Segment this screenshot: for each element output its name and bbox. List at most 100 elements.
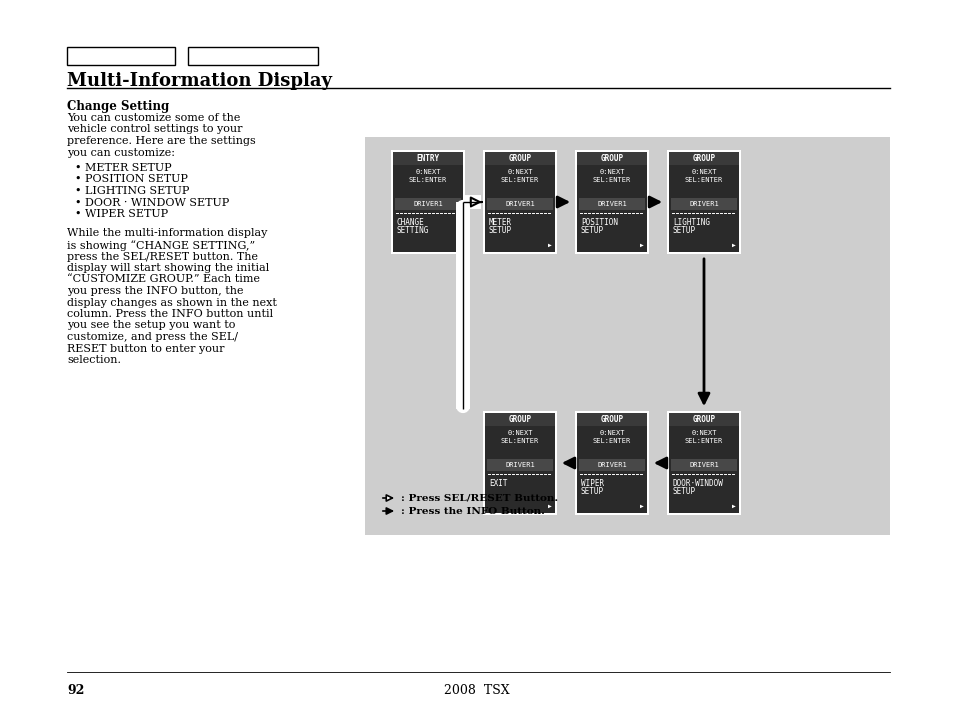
Text: DRIVER1: DRIVER1 [504, 201, 535, 207]
Text: SEL:ENTER: SEL:ENTER [592, 177, 631, 183]
Text: ▶: ▶ [456, 243, 459, 248]
Text: • WIPER SETUP: • WIPER SETUP [75, 209, 168, 219]
FancyBboxPatch shape [666, 411, 740, 515]
Text: selection.: selection. [67, 355, 121, 365]
Text: While the multi-information display: While the multi-information display [67, 229, 267, 239]
Text: You can customize some of the: You can customize some of the [67, 113, 240, 123]
Text: Θ:NEXT: Θ:NEXT [598, 430, 624, 436]
Text: ▶: ▶ [731, 243, 735, 248]
FancyBboxPatch shape [188, 47, 317, 65]
Text: Θ:NEXT: Θ:NEXT [507, 430, 532, 436]
Text: you can customize:: you can customize: [67, 148, 174, 158]
FancyBboxPatch shape [668, 413, 739, 426]
Text: • POSITION SETUP: • POSITION SETUP [75, 175, 188, 185]
Text: preference. Here are the settings: preference. Here are the settings [67, 136, 255, 146]
Text: Multi-Information Display: Multi-Information Display [67, 72, 332, 90]
Text: you see the setup you want to: you see the setup you want to [67, 320, 235, 330]
FancyBboxPatch shape [577, 413, 646, 426]
Text: ▶: ▶ [548, 243, 551, 248]
FancyBboxPatch shape [484, 152, 555, 252]
Text: display will start showing the initial: display will start showing the initial [67, 263, 269, 273]
FancyBboxPatch shape [393, 152, 462, 252]
Text: GROUP: GROUP [599, 154, 623, 163]
Text: Θ:NEXT: Θ:NEXT [507, 169, 532, 175]
Text: DRIVER1: DRIVER1 [504, 462, 535, 468]
Text: you press the INFO button, the: you press the INFO button, the [67, 286, 243, 296]
Text: column. Press the INFO button until: column. Press the INFO button until [67, 309, 273, 319]
Text: ▶: ▶ [731, 504, 735, 509]
Text: GROUP: GROUP [508, 415, 531, 424]
Text: Θ:NEXT: Θ:NEXT [415, 169, 440, 175]
FancyBboxPatch shape [484, 413, 555, 513]
FancyBboxPatch shape [484, 152, 555, 165]
Text: 92: 92 [67, 684, 84, 697]
Text: GROUP: GROUP [508, 154, 531, 163]
FancyBboxPatch shape [668, 152, 739, 165]
Text: 2008  TSX: 2008 TSX [444, 684, 509, 697]
Text: Θ:NEXT: Θ:NEXT [598, 169, 624, 175]
Text: GROUP: GROUP [692, 415, 715, 424]
Text: SETUP: SETUP [672, 487, 696, 496]
Text: GROUP: GROUP [599, 415, 623, 424]
FancyBboxPatch shape [482, 150, 557, 254]
Text: DRIVER1: DRIVER1 [413, 201, 442, 207]
Text: CHANGE: CHANGE [396, 218, 424, 227]
Text: : Press the INFO Button.: : Press the INFO Button. [400, 506, 544, 515]
FancyBboxPatch shape [575, 150, 648, 254]
FancyBboxPatch shape [670, 198, 737, 210]
Text: DRIVER1: DRIVER1 [597, 201, 626, 207]
Text: is showing “CHANGE SETTING,”: is showing “CHANGE SETTING,” [67, 240, 254, 251]
Text: SEL:ENTER: SEL:ENTER [684, 438, 722, 444]
Text: DRIVER1: DRIVER1 [688, 201, 719, 207]
Text: Θ:NEXT: Θ:NEXT [691, 169, 716, 175]
FancyBboxPatch shape [578, 459, 644, 471]
Text: METER: METER [489, 218, 512, 227]
FancyBboxPatch shape [666, 150, 740, 254]
Text: ENTRY: ENTRY [416, 154, 439, 163]
FancyBboxPatch shape [391, 150, 464, 254]
FancyBboxPatch shape [578, 198, 644, 210]
FancyBboxPatch shape [67, 47, 174, 65]
Text: ▶: ▶ [639, 504, 643, 509]
Text: ▶: ▶ [548, 504, 551, 509]
Text: SEL:ENTER: SEL:ENTER [500, 177, 538, 183]
FancyBboxPatch shape [486, 459, 553, 471]
Text: • LIGHTING SETUP: • LIGHTING SETUP [75, 186, 190, 196]
Text: DRIVER1: DRIVER1 [597, 462, 626, 468]
Text: WIPER: WIPER [580, 479, 603, 488]
Text: SEL:ENTER: SEL:ENTER [684, 177, 722, 183]
Text: ▶: ▶ [639, 243, 643, 248]
Text: press the SEL/RESET button. The: press the SEL/RESET button. The [67, 251, 257, 261]
FancyBboxPatch shape [577, 413, 646, 513]
Text: EXIT: EXIT [489, 479, 507, 488]
Text: customize, and press the SEL/: customize, and press the SEL/ [67, 332, 237, 342]
FancyBboxPatch shape [484, 413, 555, 426]
FancyBboxPatch shape [575, 411, 648, 515]
Text: POSITION: POSITION [580, 218, 618, 227]
Text: SETUP: SETUP [580, 226, 603, 235]
Text: Change Setting: Change Setting [67, 100, 169, 113]
FancyBboxPatch shape [393, 152, 462, 165]
Text: DOOR·WINDOW: DOOR·WINDOW [672, 479, 723, 488]
Text: vehicle control settings to your: vehicle control settings to your [67, 124, 242, 134]
Text: SETUP: SETUP [580, 487, 603, 496]
Text: • METER SETUP: • METER SETUP [75, 163, 172, 173]
Text: SEL:ENTER: SEL:ENTER [500, 438, 538, 444]
FancyBboxPatch shape [365, 137, 889, 535]
FancyBboxPatch shape [486, 198, 553, 210]
Text: LIGHTING: LIGHTING [672, 218, 709, 227]
Text: SETUP: SETUP [672, 226, 696, 235]
Text: SEL:ENTER: SEL:ENTER [592, 438, 631, 444]
FancyBboxPatch shape [577, 152, 646, 252]
Text: • DOOR · WINDOW SETUP: • DOOR · WINDOW SETUP [75, 197, 229, 207]
FancyBboxPatch shape [668, 413, 739, 513]
Text: GROUP: GROUP [692, 154, 715, 163]
FancyBboxPatch shape [395, 198, 460, 210]
Text: SEL:ENTER: SEL:ENTER [409, 177, 447, 183]
Text: Θ:NEXT: Θ:NEXT [691, 430, 716, 436]
FancyBboxPatch shape [668, 152, 739, 252]
Text: display changes as shown in the next: display changes as shown in the next [67, 297, 276, 307]
Text: SETUP: SETUP [489, 226, 512, 235]
Text: SETTING: SETTING [396, 226, 429, 235]
Text: : Press SEL/RESET Button.: : Press SEL/RESET Button. [400, 493, 558, 503]
